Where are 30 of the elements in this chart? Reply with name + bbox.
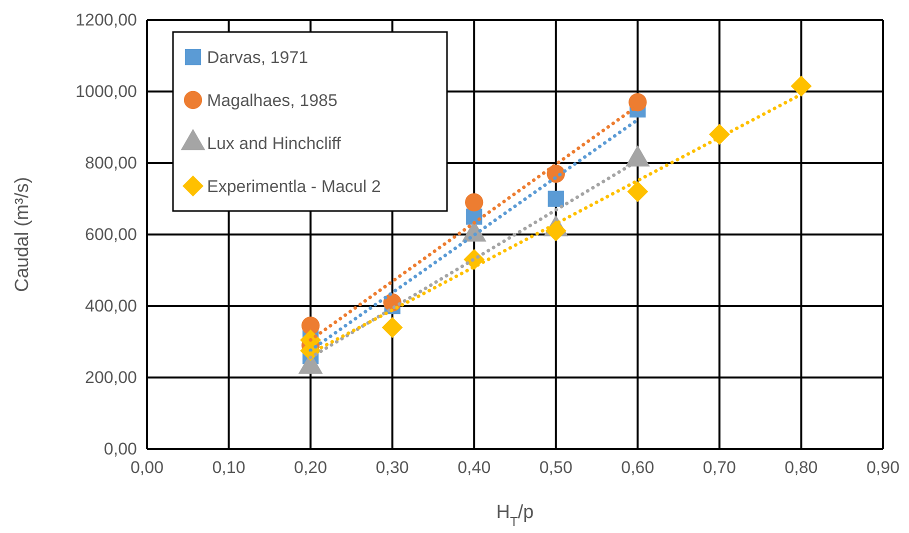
y-tick-label: 0,00 (104, 439, 137, 458)
legend-label: Experimentla - Macul 2 (207, 177, 381, 196)
y-tick-label: 1200,00 (76, 10, 137, 30)
x-tick-label: 0,90 (866, 458, 900, 478)
legend-label: Darvas, 1971 (207, 48, 308, 67)
x-tick-label: 0,30 (376, 458, 409, 478)
x-tick-label: 0,70 (702, 458, 736, 478)
y-tick-label: 600,00 (85, 224, 137, 244)
x-tick-label: 0,50 (539, 458, 572, 478)
y-tick-label: 200,00 (85, 368, 137, 387)
point (790, 76, 812, 97)
y-tick-label: 1000,00 (76, 82, 137, 101)
x-axis-title: H$_{T}$/p (496, 502, 534, 528)
point (545, 220, 566, 242)
y-axis-title: Caudal (m³/s) (12, 176, 33, 292)
x-tick-label: 0,60 (621, 458, 654, 478)
point (627, 181, 648, 202)
x-tick-label: 0,20 (294, 458, 328, 478)
x-tick-label: 0,80 (784, 458, 818, 478)
point (628, 93, 647, 112)
x-tick-label: 0,40 (458, 458, 491, 478)
point (548, 190, 564, 207)
point (382, 316, 403, 338)
legend-label: Lux and Hinchcliff (207, 134, 342, 153)
y-tick-label: 400,00 (85, 296, 137, 316)
point (465, 193, 484, 212)
x-tick-label: 0,10 (212, 458, 246, 478)
y-tick-label: 800,00 (85, 153, 137, 172)
legend-label: Magalhaes, 1985 (207, 91, 338, 110)
x-tick-label: 0,00 (130, 458, 164, 478)
